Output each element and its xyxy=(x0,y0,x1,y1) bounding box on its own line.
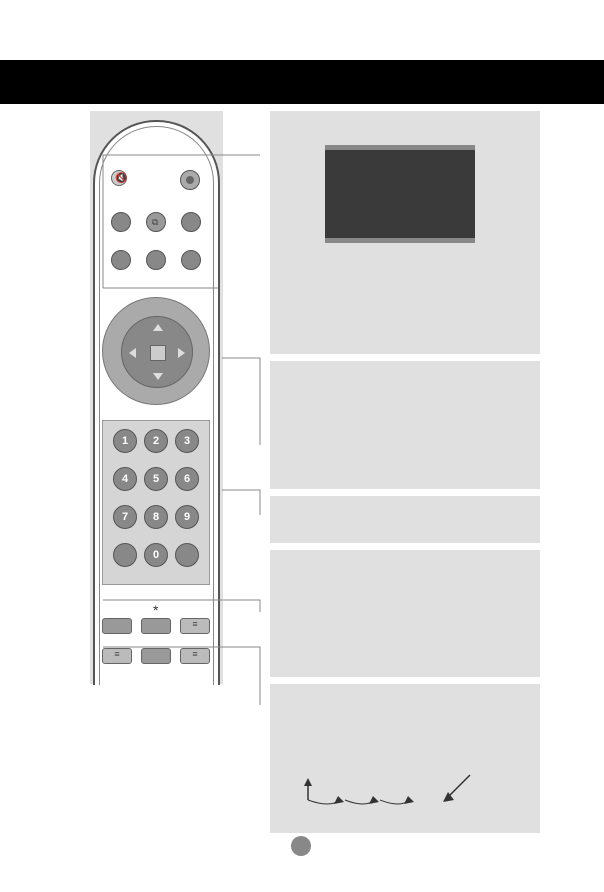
panel-divider xyxy=(270,354,540,361)
key-blank-left[interactable] xyxy=(113,543,137,567)
remote-control: 🔇 ⧉ 1 2 3 4 5 6 7 8 xyxy=(93,120,220,685)
key-row: 4 5 6 xyxy=(113,467,199,491)
panel-divider xyxy=(270,543,540,550)
key-9[interactable]: 9 xyxy=(175,505,199,529)
tv-preview xyxy=(325,145,475,243)
teletext-button[interactable] xyxy=(141,648,171,664)
dpad-down[interactable] xyxy=(153,373,163,380)
key-row: 1 2 3 xyxy=(113,429,199,453)
key-blank-right[interactable] xyxy=(175,543,199,567)
teletext-icon: ≡ xyxy=(103,649,131,659)
function-button[interactable] xyxy=(181,212,201,232)
key-1[interactable]: 1 xyxy=(113,429,137,453)
key-row: 0 xyxy=(113,543,199,567)
panel-divider xyxy=(270,489,540,496)
numeric-keypad: 1 2 3 4 5 6 7 8 9 0 xyxy=(102,420,210,585)
key-5[interactable]: 5 xyxy=(144,467,168,491)
teletext-button[interactable]: ≡ xyxy=(102,648,132,664)
key-8[interactable]: 8 xyxy=(144,505,168,529)
function-button[interactable] xyxy=(111,250,131,270)
teletext-section: ≡ ≡ ≡ xyxy=(102,598,210,672)
key-6[interactable]: 6 xyxy=(175,467,199,491)
function-button[interactable] xyxy=(146,250,166,270)
teletext-button[interactable]: ≡ xyxy=(180,618,210,634)
dpad-left[interactable] xyxy=(129,348,136,358)
mute-button[interactable]: 🔇 xyxy=(111,170,127,186)
led-icon xyxy=(186,176,194,184)
teletext-button[interactable] xyxy=(141,618,171,634)
function-button[interactable] xyxy=(111,212,131,232)
source-icon: ⧉ xyxy=(152,217,158,228)
dpad-right[interactable] xyxy=(178,348,185,358)
source-button[interactable]: ⧉ xyxy=(146,212,166,232)
teletext-row: ≡ xyxy=(102,618,210,634)
dpad-inner xyxy=(121,316,193,388)
dpad xyxy=(102,297,210,405)
page-number-dot xyxy=(291,836,311,856)
key-row: 7 8 9 xyxy=(113,505,199,529)
key-4[interactable]: 4 xyxy=(113,467,137,491)
dpad-up[interactable] xyxy=(153,324,163,331)
key-2[interactable]: 2 xyxy=(144,429,168,453)
page-header-bar xyxy=(0,60,604,104)
key-0[interactable]: 0 xyxy=(144,543,168,567)
panel-divider xyxy=(270,677,540,684)
dpad-ok[interactable] xyxy=(150,345,166,361)
function-button[interactable] xyxy=(181,250,201,270)
teletext-icon: ≡ xyxy=(181,619,209,629)
teletext-row: ≡ ≡ xyxy=(102,648,210,664)
mute-icon: 🔇 xyxy=(115,173,127,184)
key-7[interactable]: 7 xyxy=(113,505,137,529)
power-led-button[interactable] xyxy=(180,170,200,190)
teletext-button[interactable]: ≡ xyxy=(180,648,210,664)
teletext-button[interactable] xyxy=(102,618,132,634)
key-3[interactable]: 3 xyxy=(175,429,199,453)
teletext-icon: ≡ xyxy=(181,649,209,659)
